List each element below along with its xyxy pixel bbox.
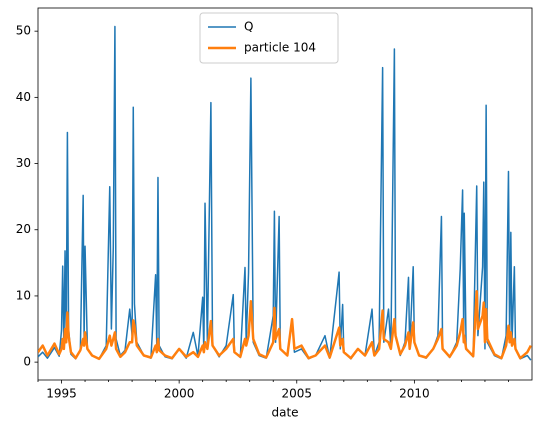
series-line bbox=[38, 290, 532, 361]
y-tick-label: 20 bbox=[16, 222, 31, 236]
x-tick-label: 2010 bbox=[399, 387, 430, 401]
legend-label: particle 104 bbox=[244, 41, 316, 55]
x-axis-label: date bbox=[271, 406, 298, 420]
y-tick-label: 50 bbox=[16, 24, 31, 38]
y-tick-label: 40 bbox=[16, 90, 31, 104]
series-line bbox=[38, 25, 532, 361]
legend-label: Q bbox=[244, 20, 253, 34]
y-tick-label: 10 bbox=[16, 288, 31, 302]
x-tick-label: 1995 bbox=[46, 387, 77, 401]
y-tick-label: 0 bbox=[23, 355, 31, 369]
x-tick-label: 2005 bbox=[281, 387, 312, 401]
plot-frame bbox=[37, 7, 533, 381]
legend-box bbox=[199, 12, 339, 64]
y-tick-label: 30 bbox=[16, 156, 31, 170]
x-tick-label: 2000 bbox=[164, 387, 195, 401]
